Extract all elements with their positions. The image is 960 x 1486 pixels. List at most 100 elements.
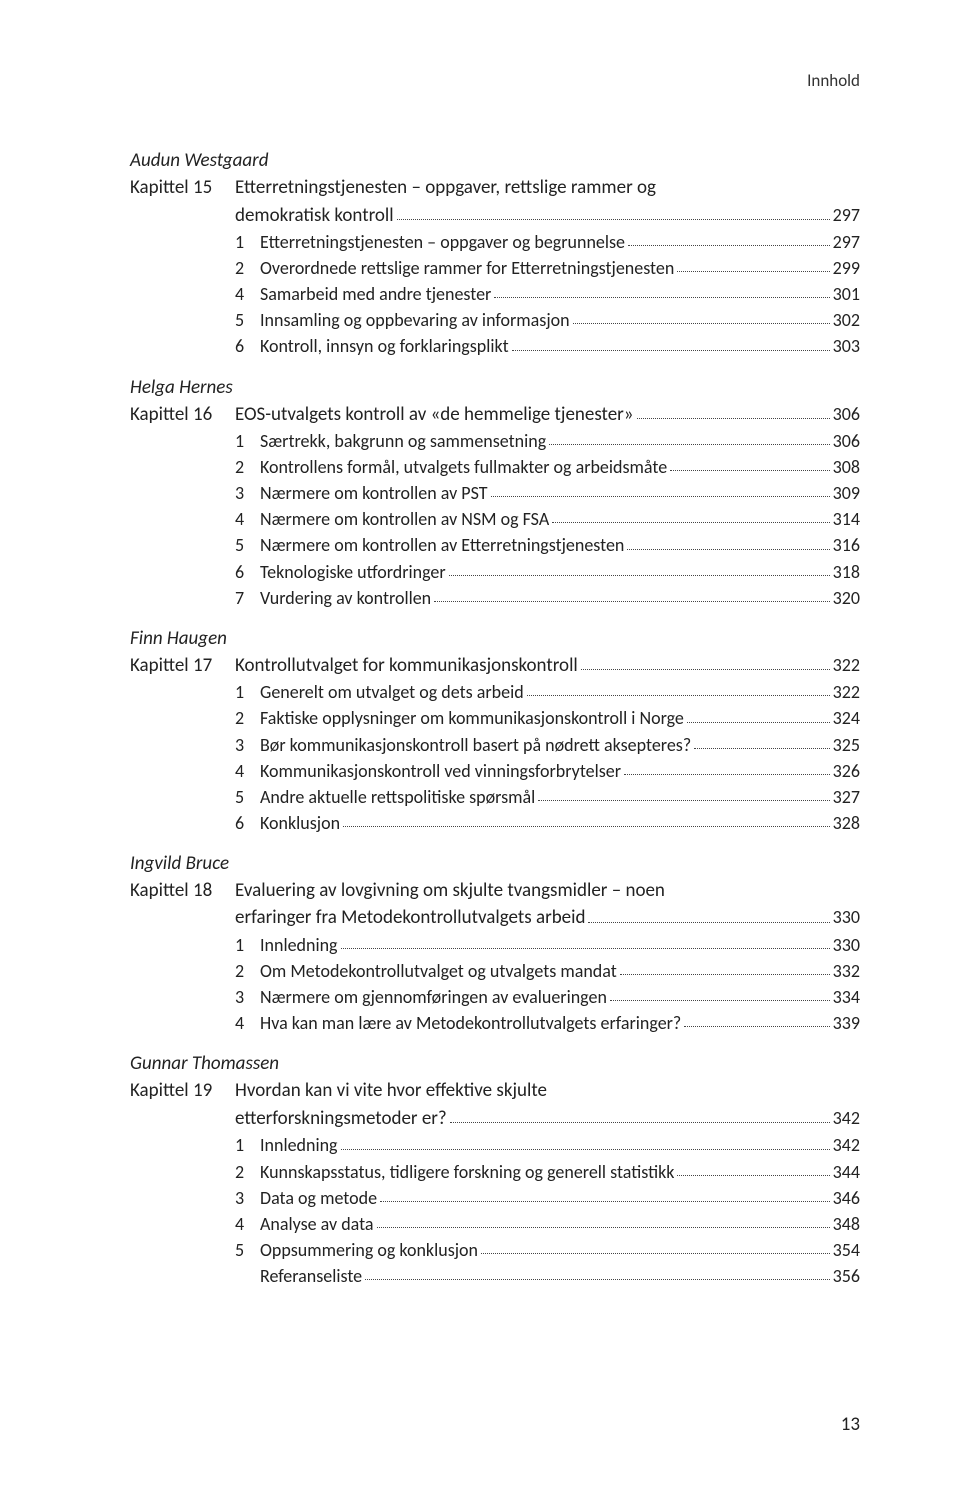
leader-dots <box>670 470 829 471</box>
chapter-page: 330 <box>833 904 860 930</box>
toc-sub-row: 6Teknologiske utfordringer 318 <box>235 559 860 585</box>
sub-number: 5 <box>235 784 260 810</box>
toc-sub-row: 4Analyse av data 348 <box>235 1211 860 1237</box>
sub-title: Innledning <box>260 1132 338 1158</box>
leader-dots <box>341 948 830 949</box>
sub-page: 299 <box>833 255 860 281</box>
sub-page: 306 <box>833 428 860 454</box>
sub-title: Hva kan man lære av Metodekontrollutvalg… <box>260 1010 681 1036</box>
sub-page: 327 <box>833 784 860 810</box>
toc-sub-row: 2Overordnede rettslige rammer for Etterr… <box>235 255 860 281</box>
sub-title: Analyse av data <box>260 1211 374 1237</box>
toc-sub-row: 1Innledning342 <box>235 1132 860 1158</box>
sub-title: Innsamling og oppbevaring av informasjon <box>260 307 570 333</box>
sub-title: Kommunikasjonskontroll ved vinningsforbr… <box>260 758 621 784</box>
running-header: Innhold <box>130 70 860 91</box>
sub-number: 7 <box>235 585 260 611</box>
sub-number: 4 <box>235 506 260 532</box>
leader-dots <box>449 575 830 576</box>
sub-title: Nærmere om kontrollen av PST <box>260 480 488 506</box>
sub-page: 330 <box>833 932 860 958</box>
chapter-title: etterforskningsmetoder er? <box>235 1105 447 1133</box>
sub-number: 2 <box>235 255 260 281</box>
chapter-title: Hvordan kan vi vite hvor effektive skjul… <box>235 1077 547 1105</box>
leader-dots <box>377 1227 830 1228</box>
sub-page: 334 <box>833 984 860 1010</box>
table-of-contents: Audun WestgaardKapittel 15Etterretningst… <box>130 149 860 1289</box>
sub-page: 302 <box>833 307 860 333</box>
toc-sub-row: 1Innledning330 <box>235 932 860 958</box>
toc-sub-row: 6Kontroll, innsyn og forklaringsplikt303 <box>235 333 860 359</box>
sub-number: 2 <box>235 454 260 480</box>
leader-dots <box>694 748 829 749</box>
chapter-title-continuation: etterforskningsmetoder er? 342 <box>235 1105 860 1133</box>
toc-sub-row: 5Andre aktuelle rettspolitiske spørsmål3… <box>235 784 860 810</box>
sub-number: 3 <box>235 732 260 758</box>
sub-page: 318 <box>833 559 860 585</box>
sub-number: 1 <box>235 229 260 255</box>
sub-title: Referanseliste <box>260 1263 362 1289</box>
leader-dots <box>491 496 830 497</box>
leader-dots <box>610 1000 830 1001</box>
toc-sub-row: 6Konklusjon328 <box>235 810 860 836</box>
sub-page: 342 <box>833 1132 860 1158</box>
sub-title: Konklusjon <box>260 810 340 836</box>
sub-number: 6 <box>235 559 260 585</box>
sub-page: 316 <box>833 532 860 558</box>
sub-page: 354 <box>833 1237 860 1263</box>
leader-dots <box>450 1122 830 1123</box>
sub-title: Kontrollens formål, utvalgets fullmakter… <box>260 454 667 480</box>
sub-title: Etterretningstjenesten – oppgaver og beg… <box>260 229 625 255</box>
sub-title: Teknologiske utfordringer <box>260 559 446 585</box>
leader-dots <box>687 722 830 723</box>
sub-page: 348 <box>833 1211 860 1237</box>
leader-dots <box>677 271 829 272</box>
leader-dots <box>512 350 830 351</box>
toc-sub-row: 4Nærmere om kontrollen av NSM og FSA314 <box>235 506 860 532</box>
sub-number: 4 <box>235 1010 260 1036</box>
toc-sub-row: 5Oppsummering og konklusjon354 <box>235 1237 860 1263</box>
chapter-block: Kapittel 17Kontrollutvalget for kommunik… <box>130 652 860 836</box>
toc-sub-row: 3Data og metode346 <box>235 1185 860 1211</box>
toc-sub-row: Referanseliste356 <box>235 1263 860 1289</box>
chapter-block: Kapittel 16EOS-utvalgets kontroll av «de… <box>130 401 860 611</box>
leader-dots <box>627 549 829 550</box>
sub-page: 332 <box>833 958 860 984</box>
leader-dots <box>527 695 830 696</box>
sub-page: 301 <box>833 281 860 307</box>
chapter-title: EOS-utvalgets kontroll av «de hemmelige … <box>235 401 634 429</box>
chapter-title-row: Kapittel 16EOS-utvalgets kontroll av «de… <box>130 401 860 429</box>
toc-sub-row: 4Hva kan man lære av Metodekontrollutval… <box>235 1010 860 1036</box>
chapter-title-row: Kapittel 15Etterretningstjenesten – oppg… <box>130 174 860 202</box>
sub-number: 6 <box>235 810 260 836</box>
sub-title: Samarbeid med andre tjenester <box>260 281 491 307</box>
sub-page: 303 <box>833 333 860 359</box>
chapter-page: 322 <box>833 652 860 678</box>
leader-dots <box>397 219 830 220</box>
chapter-title-row: Kapittel 19Hvordan kan vi vite hvor effe… <box>130 1077 860 1105</box>
sub-title: Særtrekk, bakgrunn og sammensetning <box>260 428 546 454</box>
author-name: Finn Haugen <box>130 627 860 650</box>
leader-dots <box>581 669 830 670</box>
sub-page: 346 <box>833 1185 860 1211</box>
leader-dots <box>624 774 830 775</box>
sub-page: 339 <box>833 1010 860 1036</box>
chapter-label: Kapittel 16 <box>130 401 235 429</box>
toc-sub-row: 5Innsamling og oppbevaring av informasjo… <box>235 307 860 333</box>
sub-number: 4 <box>235 1211 260 1237</box>
sub-title: Nærmere om gjennomføringen av evaluering… <box>260 984 607 1010</box>
sub-number: 3 <box>235 1185 260 1211</box>
sub-page: 326 <box>833 758 860 784</box>
toc-sub-row: 2Faktiske opplysninger om kommunikasjons… <box>235 705 860 731</box>
chapter-title: erfaringer fra Metodekontrollutvalgets a… <box>235 904 585 932</box>
chapter-block: Kapittel 19Hvordan kan vi vite hvor effe… <box>130 1077 860 1289</box>
chapter-page: 342 <box>833 1105 860 1131</box>
chapter-label: Kapittel 15 <box>130 174 235 202</box>
sub-title: Generelt om utvalget og dets arbeid <box>260 679 524 705</box>
leader-dots <box>684 1026 829 1027</box>
toc-sub-row: 2Om Metodekontrollutvalget og utvalgets … <box>235 958 860 984</box>
leader-dots <box>494 297 829 298</box>
chapter-title: Evaluering av lovgivning om skjulte tvan… <box>235 877 665 905</box>
toc-sub-row: 1Generelt om utvalget og dets arbeid322 <box>235 679 860 705</box>
chapter-title: Etterretningstjenesten – oppgaver, retts… <box>235 174 656 202</box>
